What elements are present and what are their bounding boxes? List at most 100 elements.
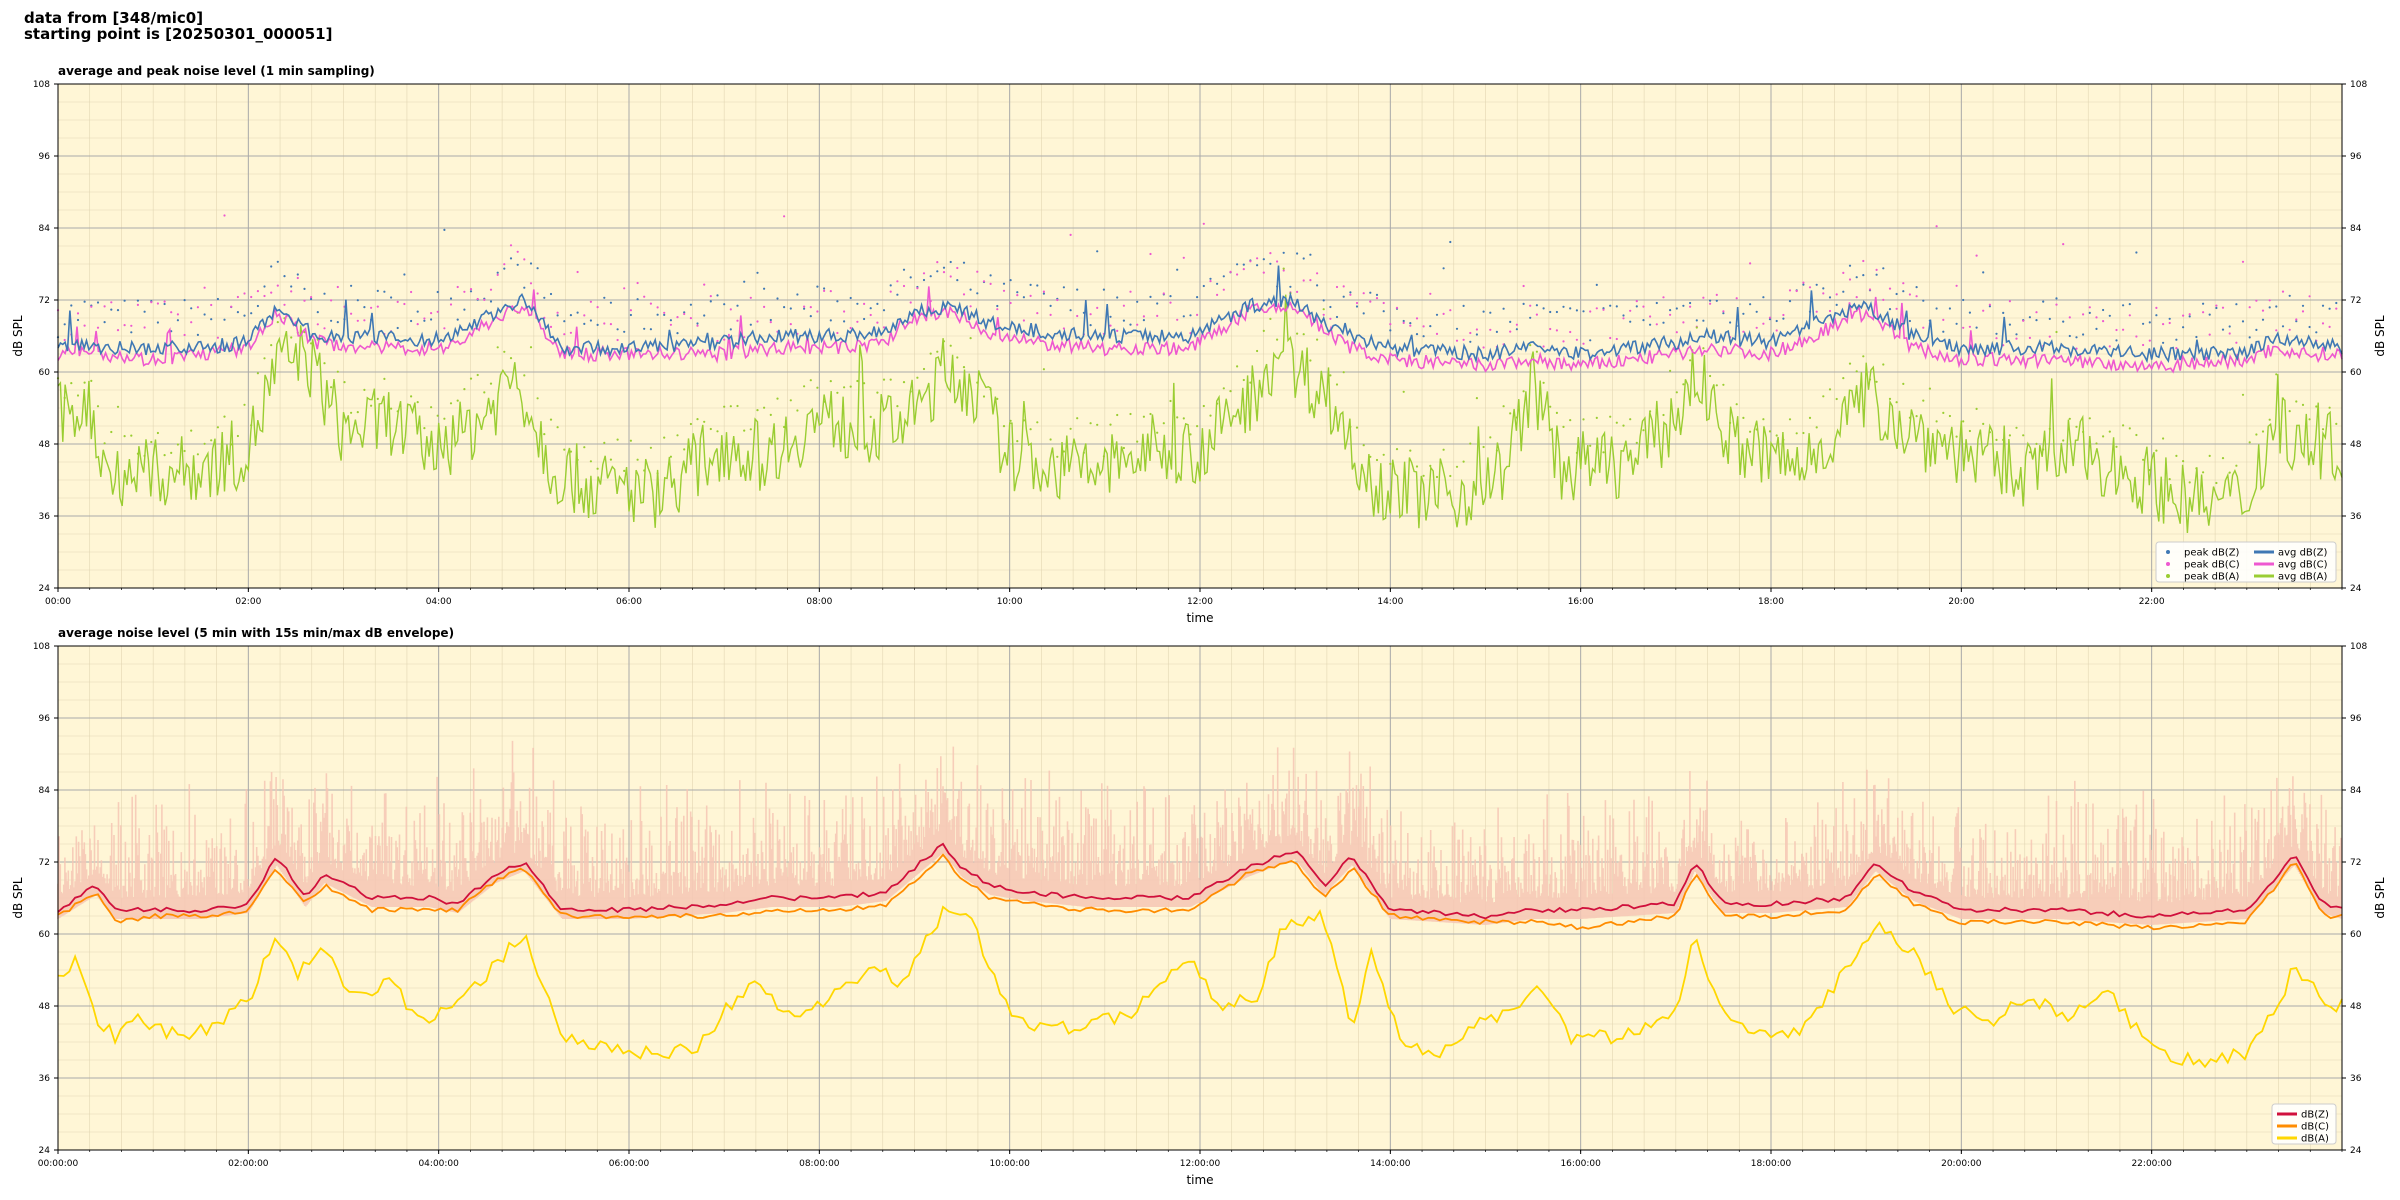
peak-point xyxy=(410,290,413,294)
peak-point xyxy=(2035,442,2038,445)
peak-point xyxy=(1595,283,1598,286)
peak-point xyxy=(743,336,746,339)
peak-point xyxy=(1735,297,1738,300)
peak-point xyxy=(603,296,606,299)
peak-point xyxy=(483,298,486,301)
peak-point xyxy=(1982,309,1985,312)
peak-point xyxy=(2335,422,2338,425)
page-title: data from [348/mic0] starting point is [… xyxy=(24,10,332,42)
peak-point xyxy=(962,366,966,369)
peak-point xyxy=(716,430,719,433)
peak-point xyxy=(1669,309,1672,312)
peak-point xyxy=(1915,286,1918,289)
peak-point xyxy=(1096,306,1099,309)
peak-point xyxy=(1296,332,1299,335)
peak-point xyxy=(2122,424,2125,427)
peak-point xyxy=(83,381,86,384)
peak-point xyxy=(1962,298,1965,302)
peak-point xyxy=(849,326,852,330)
peak-point xyxy=(350,284,353,287)
peak-point xyxy=(2162,323,2165,326)
peak-point xyxy=(1722,383,1725,386)
peak-point xyxy=(1915,415,1918,418)
peak-point xyxy=(2281,290,2285,293)
x-tick-label: 02:00:00 xyxy=(228,1159,269,1169)
peak-point xyxy=(190,321,193,324)
peak-point xyxy=(1136,440,1139,443)
peak-point xyxy=(2328,307,2331,310)
peak-point xyxy=(1962,326,1965,329)
peak-point xyxy=(2261,318,2265,321)
peak-point xyxy=(2042,300,2045,303)
peak-point xyxy=(2155,306,2158,309)
peak-point xyxy=(1076,314,1079,318)
legend-label: dB(Z) xyxy=(2301,1110,2329,1121)
peak-point xyxy=(2015,333,2018,336)
peak-point xyxy=(1762,418,1765,421)
peak-point xyxy=(996,304,999,308)
peak-point xyxy=(330,319,333,322)
peak-point xyxy=(2068,334,2071,338)
peak-point xyxy=(1242,263,1245,266)
peak-point xyxy=(1549,405,1552,408)
peak-point xyxy=(1689,305,1692,308)
peak-point xyxy=(1862,259,1865,263)
peak-point xyxy=(2281,325,2285,328)
peak-point xyxy=(882,309,886,312)
peak-point xyxy=(476,297,479,301)
peak-point xyxy=(283,275,286,278)
peak-point xyxy=(889,290,892,293)
peak-point xyxy=(110,308,113,311)
peak-point xyxy=(1895,401,1898,404)
peak-point xyxy=(863,317,866,321)
peak-point xyxy=(290,285,293,288)
y-tick-label-right: 60 xyxy=(2350,368,2362,378)
y-axis-label: dB SPL xyxy=(11,315,25,357)
peak-point xyxy=(1129,323,1132,326)
peak-point xyxy=(1156,314,1159,317)
peak-point xyxy=(996,397,999,400)
peak-point xyxy=(103,305,106,308)
peak-point xyxy=(1149,295,1152,298)
peak-point xyxy=(63,338,66,342)
peak-point xyxy=(942,266,946,269)
peak-point xyxy=(276,321,279,324)
peak-point xyxy=(143,310,146,313)
peak-point xyxy=(823,289,826,292)
peak-point xyxy=(96,326,100,329)
peak-point xyxy=(2215,481,2218,485)
peak-point xyxy=(1422,474,1425,477)
peak-point xyxy=(729,405,732,408)
peak-point xyxy=(1442,267,1445,270)
peak-point xyxy=(2035,311,2038,314)
peak-point xyxy=(1575,338,1578,341)
peak-point xyxy=(1682,383,1685,386)
peak-point xyxy=(1595,307,1598,310)
peak-point xyxy=(1029,283,1032,286)
peak-point xyxy=(1542,345,1545,348)
peak-point xyxy=(136,299,139,302)
legend-label: avg dB(Z) xyxy=(2278,548,2328,559)
peak-point xyxy=(2142,458,2145,461)
peak-point xyxy=(1609,304,1612,307)
peak-point xyxy=(1236,263,1239,266)
peak-point xyxy=(76,312,80,315)
peak-point xyxy=(1555,329,1558,332)
peak-point xyxy=(1695,326,1698,329)
peak-point xyxy=(2188,481,2191,484)
peak-point xyxy=(1828,388,1832,391)
peak-point xyxy=(2015,426,2018,429)
peak-point xyxy=(729,328,732,331)
peak-point xyxy=(1549,327,1552,331)
peak-point xyxy=(1022,296,1025,299)
y-tick-label: 72 xyxy=(39,296,50,306)
peak-point xyxy=(1402,321,1405,324)
legend-label: avg dB(C) xyxy=(2278,560,2328,571)
peak-point xyxy=(1395,306,1399,309)
peak-point xyxy=(536,397,539,400)
peak-point xyxy=(2128,427,2131,430)
y-tick-label: 60 xyxy=(39,930,51,940)
peak-point xyxy=(1715,299,1718,302)
peak-point xyxy=(603,441,606,444)
